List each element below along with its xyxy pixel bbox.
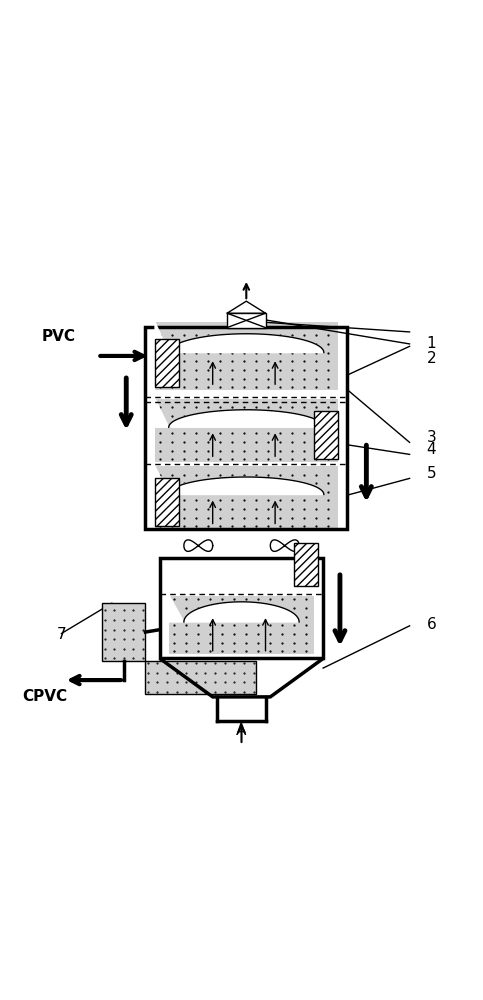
Text: PVC: PVC: [42, 329, 76, 344]
Text: CPVC: CPVC: [22, 689, 67, 704]
Bar: [155, 339, 179, 387]
Text: 2: 2: [426, 351, 436, 366]
Text: 7: 7: [57, 627, 66, 642]
Bar: [170, 596, 313, 654]
Bar: [145, 661, 256, 694]
Text: 4: 4: [426, 442, 436, 457]
Polygon shape: [227, 301, 266, 313]
Bar: [102, 603, 145, 661]
Polygon shape: [155, 322, 324, 353]
Text: 5: 5: [426, 466, 436, 481]
Bar: [294, 543, 318, 586]
Bar: [155, 322, 338, 390]
Polygon shape: [170, 596, 299, 622]
Bar: [145, 327, 347, 529]
Text: A: A: [236, 723, 247, 738]
Text: 6: 6: [426, 617, 436, 632]
Text: 1: 1: [426, 336, 436, 351]
Text: 3: 3: [426, 430, 436, 445]
Bar: [160, 558, 323, 658]
Polygon shape: [155, 466, 324, 494]
Polygon shape: [155, 399, 324, 427]
Bar: [155, 399, 338, 462]
Bar: [155, 466, 338, 529]
Bar: [155, 478, 179, 526]
Bar: [313, 411, 338, 459]
Bar: [227, 313, 266, 328]
